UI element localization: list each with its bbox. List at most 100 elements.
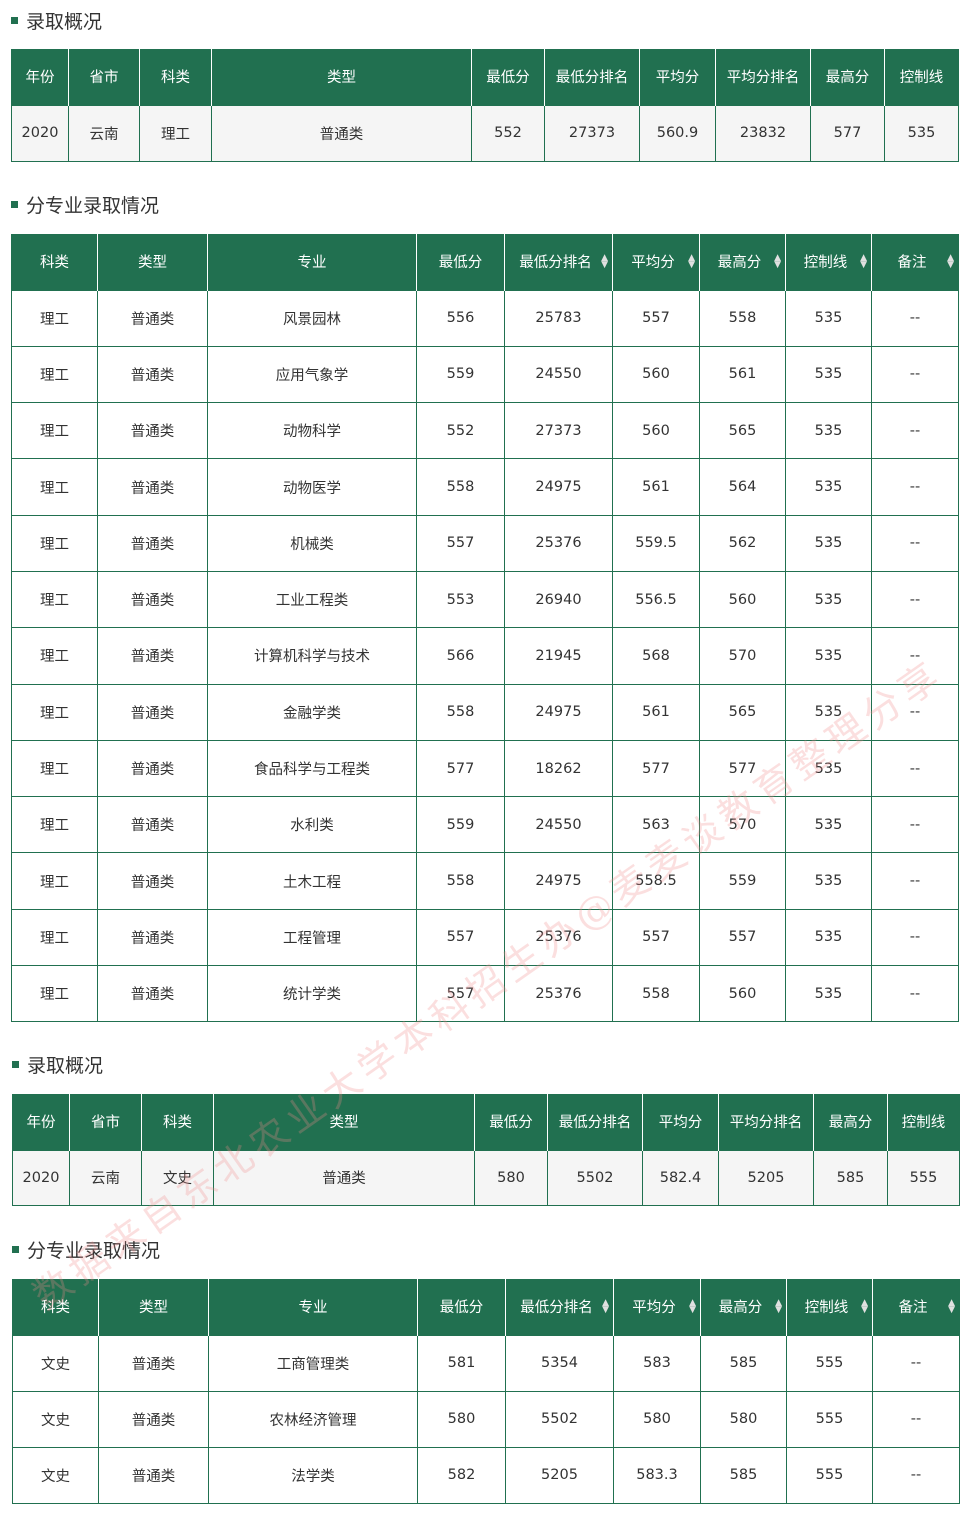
table-cell: 558 (699, 289, 786, 347)
column-header[interactable]: 控制线 ▲ ▼ (785, 234, 872, 290)
column-header[interactable]: 最高分 ▲ ▼ (699, 234, 786, 290)
table-cell: 统计学类 (207, 965, 417, 1023)
table-cell: 561 (699, 345, 786, 404)
column-header-label: 控制线 (899, 70, 944, 87)
table-cell: 535 (785, 345, 872, 404)
table-cell: 570 (699, 627, 786, 685)
column-header: 省市 (69, 1094, 142, 1150)
column-header-label: 最高分 (718, 1300, 763, 1317)
table-cell: 25783 (504, 289, 613, 347)
section-title-text: 录取概况 (26, 10, 103, 33)
table-cell: 云南 (68, 104, 140, 162)
column-header[interactable]: 最高分 ▲ ▼ (700, 1279, 787, 1335)
bullet-square-icon (12, 1245, 19, 1253)
table-cell: 564 (699, 458, 786, 516)
table-cell: 计算机科学与技术 (207, 627, 417, 685)
column-header-label: 最低分排名 (558, 1115, 632, 1132)
column-header[interactable]: 控制线 ▲ ▼ (786, 1279, 873, 1335)
table-cell: 565 (699, 683, 786, 741)
table-row: 理工 普通类 机械类 557 25376 559.5 562 535 -- (11, 514, 959, 572)
table-cell: 559 (416, 796, 505, 854)
table-cell: 535 (785, 627, 872, 685)
table-cell: 24975 (504, 458, 613, 516)
table-cell: 理工 (11, 402, 98, 460)
column-header-label: 最高分 (828, 1115, 873, 1132)
table-cell: 535 (785, 852, 872, 910)
table-cell: 535 (884, 104, 959, 162)
table-cell: 555 (786, 1334, 873, 1392)
table-cell: 23832 (715, 104, 811, 162)
section-title-text: 录取概况 (27, 1054, 104, 1077)
table-cell: -- (871, 570, 959, 629)
table-cell: 5354 (505, 1334, 614, 1392)
sort-icon[interactable]: ▲ ▼ (947, 252, 954, 270)
table-cell: 24975 (504, 683, 613, 741)
table-cell: 动物医学 (207, 458, 417, 516)
table-row: 文史 普通类 工商管理类 581 5354 583 585 555 -- (12, 1334, 960, 1392)
bullet-square-icon (11, 16, 18, 24)
column-header[interactable]: 平均分 ▲ ▼ (612, 234, 700, 290)
table-cell: 普通类 (97, 570, 208, 629)
summary-table: 年份 省市 科类 类型 最低分 最低分排名 平均分 平均分排名 最高分 控制线 2020 云南 文史 普通… (12, 1094, 960, 1206)
table-cell: 普通类 (97, 289, 208, 347)
table-cell: 应用气象学 (207, 345, 417, 404)
column-header-label: 最低分排名 (519, 255, 592, 272)
table-cell: 理工 (11, 796, 98, 854)
sort-icon[interactable]: ▲ ▼ (860, 252, 867, 270)
table-cell: 555 (786, 1446, 873, 1504)
sort-icon[interactable]: ▲ ▼ (948, 1297, 955, 1315)
column-header[interactable]: 最低分排名 ▲ ▼ (505, 1279, 614, 1335)
sort-icon[interactable]: ▲ ▼ (601, 252, 608, 270)
column-header: 类型 (211, 49, 472, 105)
table-cell: 535 (785, 570, 872, 629)
table-cell: 理工 (11, 965, 98, 1023)
table-row: 理工 普通类 计算机科学与技术 566 21945 568 570 535 -- (11, 627, 959, 685)
table-cell: 普通类 (97, 345, 208, 404)
column-header: 最高分 (813, 1094, 888, 1150)
table-cell: 25376 (504, 514, 613, 572)
column-header-label: 控制线 (804, 1300, 849, 1317)
table-cell: 普通类 (97, 739, 208, 798)
sort-icon[interactable]: ▲ ▼ (688, 252, 695, 270)
table-cell: 5205 (505, 1446, 614, 1504)
column-header[interactable]: 平均分 ▲ ▼ (613, 1279, 701, 1335)
table-cell: 559 (416, 345, 505, 404)
table-cell: 553 (416, 570, 505, 629)
table-cell: 558 (416, 852, 505, 910)
sort-icon[interactable]: ▲ ▼ (861, 1297, 868, 1315)
column-header: 控制线 (887, 1094, 960, 1150)
table-cell: 557 (416, 908, 505, 967)
table-cell: 535 (785, 739, 872, 798)
column-header[interactable]: 最低分排名 ▲ ▼ (504, 234, 613, 290)
section-title: 分专业录取情况 (11, 189, 159, 219)
table-cell: 普通类 (97, 683, 208, 741)
table-cell: 理工 (11, 739, 98, 798)
table-cell: -- (871, 514, 959, 572)
column-header-label: 最高分 (717, 255, 762, 272)
sort-icon[interactable]: ▲ ▼ (774, 252, 781, 270)
column-header[interactable]: 备注 ▲ ▼ (871, 234, 959, 290)
column-header[interactable]: 备注 ▲ ▼ (872, 1279, 960, 1335)
column-header: 年份 (12, 1094, 70, 1150)
column-header-label: 科类 (41, 1300, 70, 1317)
table-cell: 食品科学与工程类 (207, 739, 417, 798)
sort-icon[interactable]: ▲ ▼ (602, 1297, 609, 1315)
column-header: 科类 (141, 1094, 214, 1150)
header-row: 科类 类型 专业 最低分 最低分排名 ▲ ▼ 平均分 ▲ ▼ 最高分 ▲ ▼ 控制线 ▲ ▼ 备注 ▲ ▼ (11, 234, 959, 290)
column-header-label: 平均分 (632, 1300, 676, 1317)
column-header: 最低分 (416, 234, 505, 290)
bullet-square-icon (12, 1060, 19, 1068)
sort-icon[interactable]: ▲ ▼ (689, 1297, 696, 1315)
column-header: 科类 (12, 1279, 99, 1335)
column-header: 专业 (208, 1279, 418, 1335)
sort-icon[interactable]: ▲ ▼ (775, 1297, 782, 1315)
column-header-label: 类型 (327, 70, 356, 87)
table-cell: -- (871, 402, 959, 460)
table-cell: 570 (699, 796, 786, 854)
table-row: 理工 普通类 应用气象学 559 24550 560 561 535 -- (11, 345, 959, 404)
table-cell: -- (871, 796, 959, 854)
major-table: 科类 类型 专业 最低分 最低分排名 ▲ ▼ 平均分 ▲ ▼ 最高分 ▲ ▼ 控制线 ▲ ▼ 备注 ▲ ▼ 文史 普通类… (12, 1279, 960, 1504)
table-cell: 577 (612, 739, 700, 798)
table-cell: 580 (417, 1390, 506, 1448)
table-row: 理工 普通类 金融学类 558 24975 561 565 535 -- (11, 683, 959, 741)
